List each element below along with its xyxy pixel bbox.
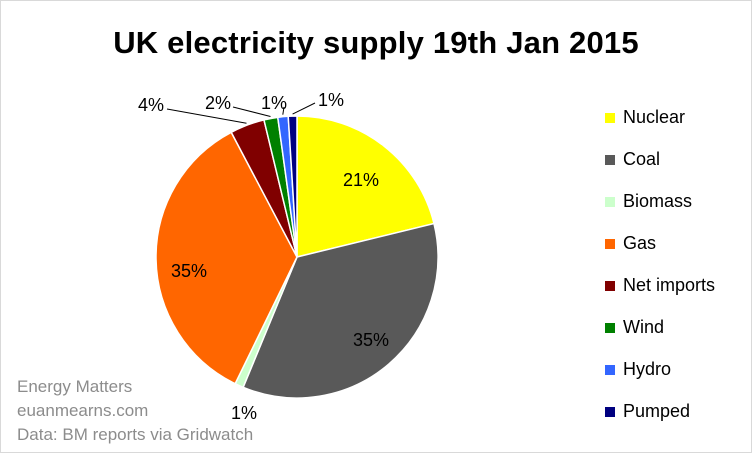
credit-line-1: Energy Matters xyxy=(17,377,133,396)
legend-item: Biomass xyxy=(605,189,750,231)
pie-slice-coal xyxy=(242,222,439,399)
legend-swatch xyxy=(605,365,615,375)
legend-item: Hydro xyxy=(605,357,750,399)
legend-item: Gas xyxy=(605,231,750,273)
legend-swatch xyxy=(605,407,615,417)
legend-swatch xyxy=(605,155,615,165)
legend-label: Net imports xyxy=(623,275,716,295)
data-label: 1% xyxy=(261,93,287,113)
legend-label: Nuclear xyxy=(623,107,686,127)
legend-swatch xyxy=(605,323,615,333)
leader-line xyxy=(166,108,247,124)
data-label: 2% xyxy=(205,93,231,113)
legend-label: Coal xyxy=(623,149,661,169)
data-label: 4% xyxy=(138,95,164,115)
legend-item: Coal xyxy=(605,147,750,189)
legend-label: Gas xyxy=(623,233,657,253)
credit-line-2: euanmearns.com xyxy=(17,401,149,420)
data-label: 35% xyxy=(171,261,207,281)
legend-label: Biomass xyxy=(623,191,693,211)
data-label: 35% xyxy=(353,330,389,350)
credits: Energy Matters euanmearns.com Data: BM r… xyxy=(17,375,253,447)
legend-swatch xyxy=(605,113,615,123)
legend-label: Wind xyxy=(623,317,665,337)
data-label: 21% xyxy=(343,170,379,190)
legend: Nuclear Coal Biomass Gas Net imports Wind Hydr… xyxy=(605,105,750,441)
pie-slice-nuclear xyxy=(296,115,435,258)
leader-line xyxy=(282,106,285,115)
legend-label: Pumped xyxy=(623,401,691,421)
leader-line xyxy=(232,106,271,117)
leader-line xyxy=(292,102,316,115)
legend-label: Hydro xyxy=(623,359,672,379)
pie-slice-pumped xyxy=(287,115,298,258)
legend-item: Net imports xyxy=(605,273,750,315)
legend-item: Pumped xyxy=(605,399,750,441)
legend-swatch xyxy=(605,197,615,207)
credit-line-3: Data: BM reports via Gridwatch xyxy=(17,425,254,444)
data-label: 1% xyxy=(231,403,257,423)
chart-title: UK electricity supply 19th Jan 2015 xyxy=(113,25,639,60)
legend-swatch xyxy=(605,281,615,291)
legend-swatch xyxy=(605,239,615,249)
data-label: 1% xyxy=(318,90,344,110)
pie-slice-gas xyxy=(155,131,298,385)
legend-item: Wind xyxy=(605,315,750,357)
legend-item: Nuclear xyxy=(605,105,750,147)
